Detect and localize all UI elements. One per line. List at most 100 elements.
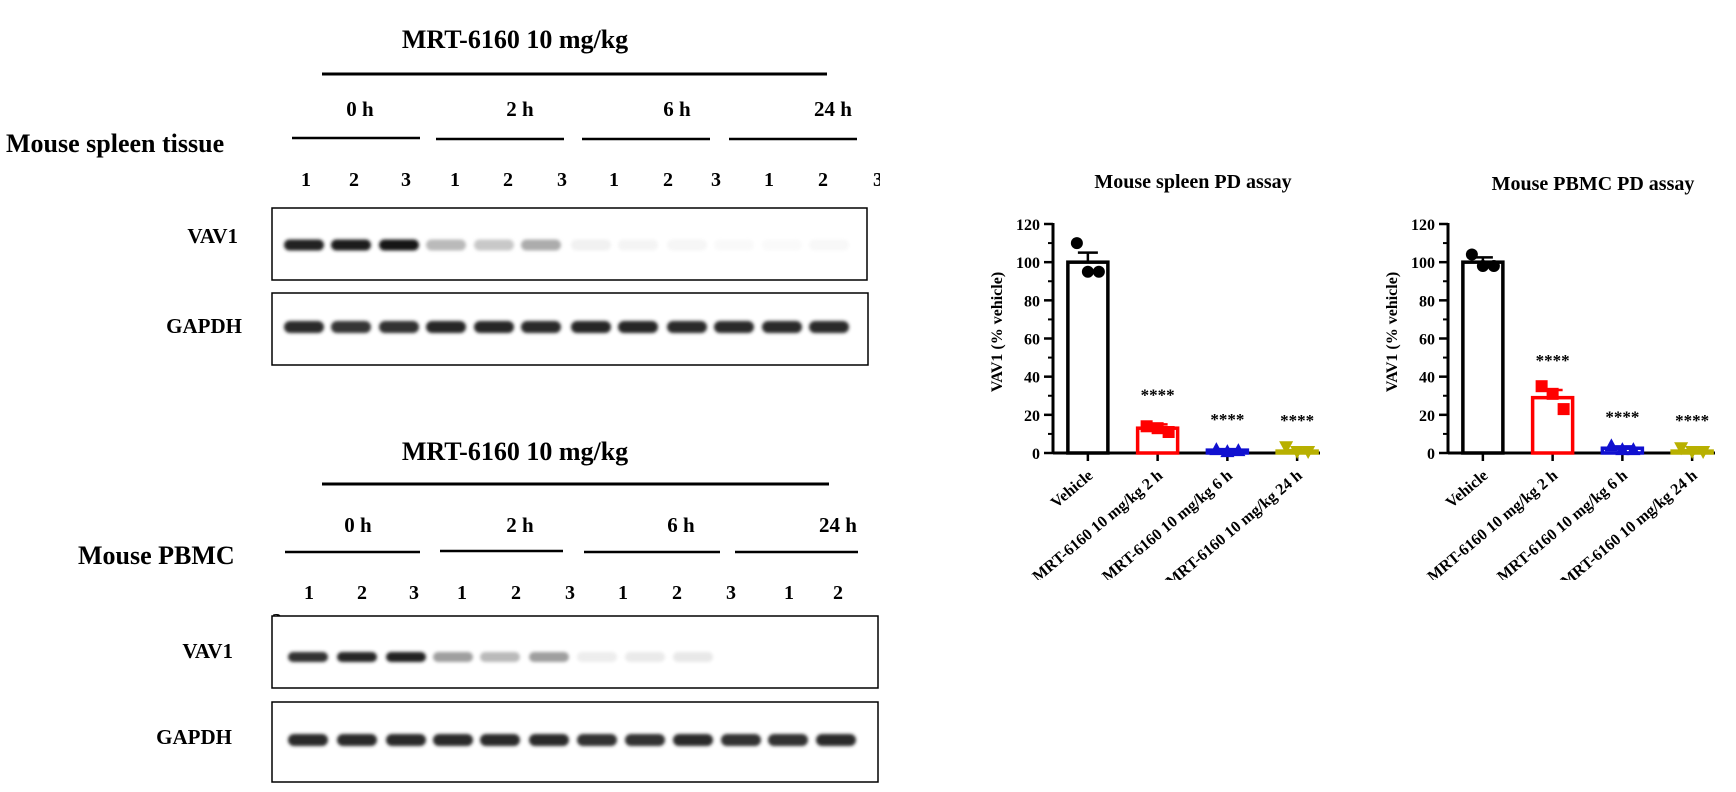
pbmc-gapdh-bands — [288, 734, 856, 746]
x-tick-label: MRT-6160 10 mg/kg 24 h — [1163, 467, 1306, 580]
blot-band — [474, 239, 514, 251]
blot-band — [480, 652, 520, 662]
data-point — [1546, 387, 1559, 400]
pbmc-time-6h: 6 h — [667, 513, 695, 537]
blot-band — [673, 652, 713, 662]
blot-band — [480, 734, 520, 746]
blot-band — [433, 734, 473, 746]
blot-band — [809, 239, 849, 251]
data-point — [1209, 442, 1224, 456]
data-point — [1070, 237, 1083, 250]
lane-number: 3 — [401, 169, 411, 191]
plot-area: 0 20 40 60 80 100 120 Vehicle **** MRT-6160 10 mg… — [1016, 217, 1320, 580]
significance-label: **** — [1675, 411, 1709, 430]
spleen-lane-numbers: 1 2 3 1 2 3 1 2 3 1 2 3 — [301, 169, 880, 191]
data-point — [1151, 422, 1164, 435]
blot-band — [618, 321, 658, 333]
data-point — [1081, 265, 1094, 278]
spleen-time-6h: 6 h — [663, 97, 691, 121]
chart-title: Mouse PBMC PD assay — [1492, 173, 1695, 195]
spleen-time-0h: 0 h — [346, 97, 374, 121]
lane-number: 2 — [503, 169, 513, 191]
data-point — [1604, 438, 1619, 452]
significance-label: **** — [1141, 385, 1175, 404]
y-tick-label: 40 — [1419, 370, 1435, 387]
blot-band — [577, 734, 617, 746]
spleen-tissue-label: Mouse spleen tissue — [6, 129, 224, 158]
y-tick-label: 120 — [1411, 217, 1435, 234]
blot-band — [714, 239, 754, 251]
pbmc-vav1-bands — [288, 652, 713, 662]
x-tick-label: Vehicle — [1443, 467, 1492, 512]
lane-number: 3 — [409, 582, 419, 604]
data-point — [1476, 259, 1489, 272]
lane-number: 1 — [457, 582, 467, 604]
y-tick-label: 20 — [1024, 408, 1040, 425]
significance-label: **** — [1210, 410, 1244, 429]
blot-band — [625, 734, 665, 746]
blot-band — [667, 239, 707, 251]
pbmc-time-2h: 2 h — [506, 513, 534, 537]
lane-number: 1 — [304, 582, 314, 604]
lane-number: 2 — [672, 582, 682, 604]
spleen-time-24h: 24 h — [814, 97, 852, 121]
blot-band — [721, 734, 761, 746]
y-tick-label: 100 — [1411, 255, 1435, 272]
y-axis-label: VAV1 (% vehicle) — [1384, 272, 1401, 392]
pbmc-lane-numbers: 1 2 3 1 2 3 1 2 3 1 2 — [304, 582, 843, 604]
chart-title: Mouse spleen PD assay — [1094, 171, 1291, 193]
blot-band — [426, 321, 466, 333]
x-tick-label: MRT-6160 10 mg/kg 24 h — [1558, 467, 1701, 580]
data-point — [1140, 420, 1153, 433]
blot-band — [521, 239, 561, 251]
pbmc-vav1-blot — [271, 615, 879, 689]
blot-band — [288, 734, 328, 746]
x-tick-label: MRT-6160 10 mg/kg 2 h — [1029, 467, 1166, 580]
y-tick-label: 0 — [1032, 446, 1040, 463]
x-tick-label: Vehicle — [1048, 467, 1097, 512]
lane-number: 2 — [357, 582, 367, 604]
data-point — [1557, 403, 1570, 416]
blot-band — [474, 321, 514, 333]
x-tick-label: MRT-6160 10 mg/kg 6 h — [1099, 467, 1236, 580]
pbmc-time-0h: 0 h — [344, 513, 372, 537]
y-tick-label: 0 — [1427, 446, 1435, 463]
pbmc-pd-chart: Mouse PBMC PD assay VAV1 (% vehicle) 0 20… — [1384, 173, 1715, 580]
significance-label: **** — [1605, 407, 1639, 426]
blot-band — [426, 239, 466, 251]
y-tick-label: 80 — [1024, 293, 1040, 310]
data-point — [1615, 442, 1630, 456]
blot-band — [571, 321, 611, 333]
spleen-gapdh-bands — [284, 321, 849, 333]
blot-band — [386, 734, 426, 746]
blot-band — [809, 321, 849, 333]
blot-band — [714, 321, 754, 333]
spleen-pd-chart: Mouse spleen PD assay VAV1 (% vehicle) 0… — [989, 171, 1320, 580]
blot-band — [667, 321, 707, 333]
pbmc-treatment-label: MRT-6160 10 mg/kg — [402, 437, 628, 466]
data-point — [1465, 248, 1478, 261]
lane-number: 2 — [349, 169, 359, 191]
data-point — [1685, 446, 1700, 460]
lane-number: 2 — [511, 582, 521, 604]
plot-area: 0 20 40 60 80 100 120 Vehicle **** MRT-6160 10 mg… — [1411, 217, 1715, 580]
spleen-vav1-label: VAV1 — [187, 224, 238, 248]
data-point — [1535, 380, 1548, 393]
y-tick-label: 120 — [1016, 217, 1040, 234]
spleen-treatment-label: MRT-6160 10 mg/kg — [402, 25, 628, 54]
x-tick-label: MRT-6160 10 mg/kg 2 h — [1424, 467, 1561, 580]
spleen-time-2h: 2 h — [506, 97, 534, 121]
spleen-gapdh-label: GAPDH — [166, 314, 242, 338]
blot-band — [762, 239, 802, 251]
data-point — [1674, 442, 1689, 456]
blot-band — [673, 734, 713, 746]
y-tick-label: 40 — [1024, 370, 1040, 387]
y-tick-label: 60 — [1419, 332, 1435, 349]
blot-band — [762, 321, 802, 333]
y-axis-label: VAV1 (% vehicle) — [989, 272, 1006, 392]
bar — [1461, 260, 1505, 455]
data-point — [1162, 426, 1175, 439]
lane-number: 1 — [450, 169, 460, 191]
blot-band — [625, 652, 665, 662]
pbmc-label: Mouse PBMC — [78, 541, 235, 570]
